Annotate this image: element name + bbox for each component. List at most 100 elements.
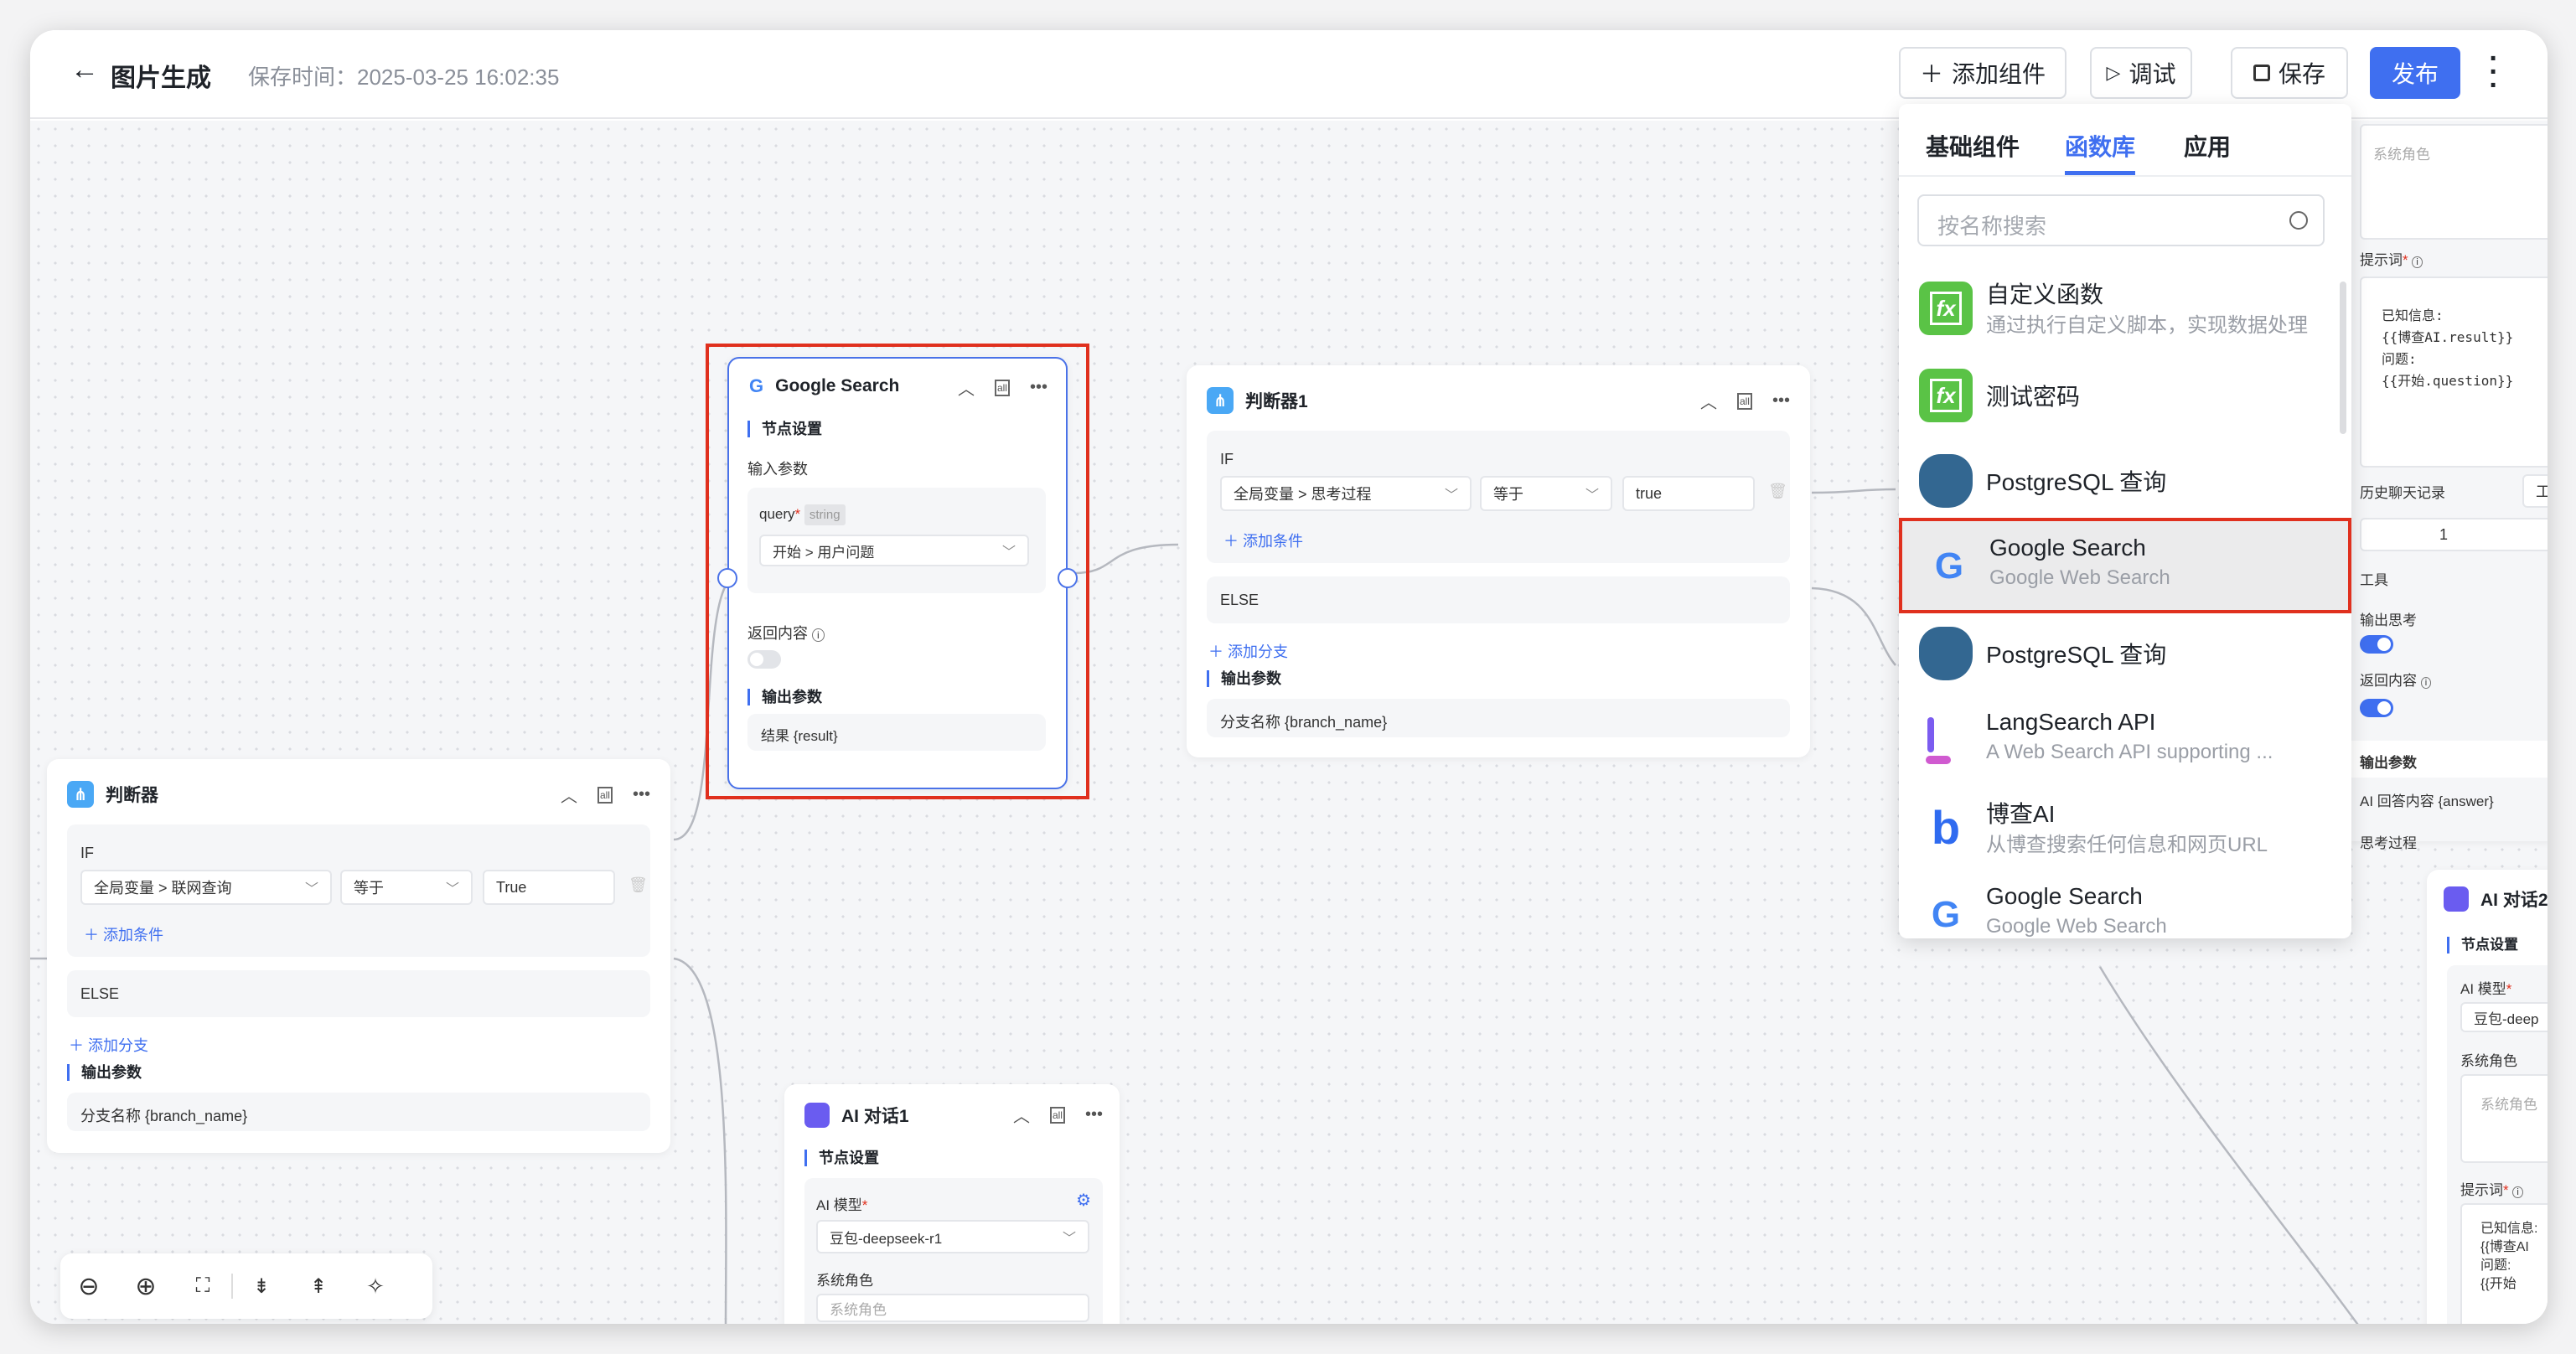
add-component-button[interactable]: ＋ 添加组件 [1899, 47, 2066, 99]
debug-button[interactable]: ▷ 调试 [2090, 47, 2192, 99]
operator-select[interactable]: 等于 ﹀ [340, 870, 473, 905]
output-handle[interactable] [1058, 568, 1078, 588]
prompt-input[interactable]: 已知信息: {{博查AI 问题: {{开始 [2460, 1203, 2548, 1324]
return-content-toggle[interactable] [2360, 699, 2393, 717]
google-search-node[interactable]: G Google Search ︿ all ••• 节点设置 输入参数 query* … [717, 357, 1078, 789]
list-item[interactable]: fx 自定义函数 通过执行自定义脚本，实现数据处理 [1899, 263, 2335, 350]
return-content-toggle[interactable] [747, 650, 781, 669]
history-mode-select[interactable]: 工 [2522, 474, 2548, 508]
if-label: IF [80, 845, 94, 861]
list-item[interactable]: G Google Search Google Web Search [1899, 870, 2335, 938]
system-role-input[interactable]: 系统角色 [2360, 124, 2548, 240]
robot-icon [804, 1103, 830, 1128]
zoom-out-icon[interactable]: ⊖ [78, 1272, 100, 1300]
list-item[interactable]: LangSearch API A Web Search API supportin… [1899, 695, 2335, 783]
chevron-down-icon: ﹀ [1001, 545, 1016, 560]
section-title: 节点设置 [747, 421, 822, 437]
node-title: 判断器 [106, 786, 158, 805]
system-role-input[interactable]: 系统角色 [816, 1294, 1089, 1322]
ai-chat1-node[interactable]: AI 对话1 ︿ all ••• 节点设置 AI 模型* ⚙ 豆包-deepseek… [784, 1084, 1120, 1324]
output-section-title: 输出参数 [1207, 670, 1281, 687]
fx-icon: fx [1919, 369, 1973, 422]
collapse-icon[interactable]: ︿ [1012, 1108, 1030, 1126]
system-role-placeholder: 系统角色 [830, 1301, 887, 1318]
value-input[interactable]: true [1622, 476, 1755, 511]
stats-icon[interactable]: all [1736, 392, 1752, 410]
more-icon[interactable]: ••• [632, 785, 650, 804]
delete-icon[interactable]: 🗑 [628, 876, 648, 893]
more-icon[interactable]: ••• [1772, 391, 1790, 410]
add-component-label: 添加组件 [1952, 61, 2046, 87]
value-input[interactable]: True [483, 870, 615, 905]
stats-icon[interactable]: all [1049, 1106, 1065, 1124]
collapse-icon[interactable]: ︿ [957, 380, 975, 399]
back-arrow-icon[interactable]: ← [70, 54, 99, 85]
list-item[interactable]: PostgreSQL 查询 [1899, 436, 2335, 523]
publish-button[interactable]: 发布 [2370, 47, 2460, 99]
input-handle[interactable] [717, 568, 737, 588]
chevron-down-icon: ﹀ [1444, 488, 1458, 503]
list-item[interactable]: b 博查AI 从博查搜索任何信息和网页URL [1899, 783, 2335, 870]
more-icon[interactable]: ••• [1084, 1105, 1103, 1124]
output-thinking: 思考过程 [2360, 835, 2417, 851]
operator-select[interactable]: 等于 ﹀ [1480, 476, 1612, 511]
collapse-icon[interactable]: ︿ [1699, 394, 1717, 412]
judge-node[interactable]: ⋔ 判断器 ︿ all ••• IF 全局变量 > 联网查询 ﹀ 等于 ﹀ True 🗑 … [47, 759, 670, 1153]
search-input[interactable]: 按名称搜索 [1917, 194, 2325, 246]
list-item-highlighted[interactable]: G Google Search Google Web Search [1899, 518, 2351, 613]
query-source-select[interactable]: 开始 > 用户问题 ﹀ [759, 535, 1029, 566]
google-icon: G [1934, 545, 1964, 587]
divider [1899, 175, 2351, 177]
output-value: 分支名称 {branch_name} [80, 1108, 248, 1124]
param-name: query* string [759, 504, 846, 525]
node-title: AI 对话1 [841, 1107, 909, 1126]
collapse-all-icon[interactable]: ⇟ [252, 1274, 271, 1298]
system-role-label: 系统角色 [2460, 1053, 2517, 1069]
save-label: 保存 [2278, 61, 2325, 87]
else-label: ELSE [80, 985, 120, 1002]
stats-icon[interactable]: all [994, 379, 1010, 396]
add-condition-link[interactable]: ＋ 添加条件 [84, 927, 164, 943]
function-list: fx 自定义函数 通过执行自定义脚本，实现数据处理 fx 测试密码 PostgreSQ… [1899, 263, 2351, 938]
zoom-in-icon[interactable]: ⊕ [135, 1272, 157, 1300]
add-branch-link[interactable]: ＋ 添加分支 [69, 1037, 149, 1054]
output-section: 输出参数 [2350, 741, 2548, 778]
history-count-input[interactable]: 1 [2360, 518, 2548, 551]
model-select[interactable]: 豆包-deep [2460, 1002, 2548, 1032]
else-label: ELSE [1220, 592, 1260, 608]
list-item[interactable]: fx 测试密码 [1899, 350, 2335, 437]
beautify-icon[interactable]: ✧ [366, 1273, 385, 1299]
node-title: AI 对话2 [2480, 891, 2548, 910]
save-button[interactable]: 保存 [2231, 47, 2348, 99]
ai-chat2-node[interactable]: AI 对话2 节点设置 AI 模型* 豆包-deep 系统角色 系统角色 提示词… [2427, 870, 2548, 1324]
more-icon[interactable]: ••• [1029, 378, 1047, 396]
ai-chat-node-partial[interactable]: 系统角色 提示词* i 已知信息: {{博查AI.result}} 问题: {{开始.… [2350, 121, 2548, 851]
variable-select[interactable]: 全局变量 > 思考过程 ﹀ [1220, 476, 1472, 511]
more-vertical-icon[interactable]: · · · [2489, 43, 2499, 101]
add-condition-link[interactable]: ＋ 添加条件 [1223, 533, 1304, 550]
node-title: 判断器1 [1245, 392, 1308, 411]
collapse-icon[interactable]: ︿ [560, 788, 577, 806]
add-branch-link[interactable]: ＋ 添加分支 [1208, 643, 1289, 660]
model-label: AI 模型* [816, 1197, 868, 1213]
list-item[interactable]: PostgreSQL 查询 [1899, 608, 2335, 695]
output-thinking-toggle[interactable] [2360, 635, 2393, 654]
tab-basic[interactable]: 基础组件 [1926, 134, 2020, 160]
variable-select[interactable]: 全局变量 > 联网查询 ﹀ [80, 870, 332, 905]
history-label: 历史聊天记录 [2360, 485, 2445, 501]
model-select[interactable]: 豆包-deepseek-r1 ﹀ [816, 1220, 1089, 1253]
stats-icon[interactable]: all [597, 786, 613, 804]
output-value: 分支名称 {branch_name} [1220, 714, 1388, 731]
chevron-down-icon: ﹀ [304, 882, 318, 897]
settings-icon[interactable]: ⚙ [1076, 1191, 1091, 1210]
system-role-input[interactable]: 系统角色 [2460, 1074, 2548, 1163]
judge1-node[interactable]: ⋔ 判断器1 ︿ all ••• IF 全局变量 > 思考过程 ﹀ 等于 ﹀ true 🗑… [1187, 365, 1810, 757]
delete-icon[interactable]: 🗑 [1768, 483, 1787, 499]
tab-apps[interactable]: 应用 [2184, 134, 2232, 160]
tab-functions[interactable]: 函数库 [2065, 134, 2136, 160]
scrollbar[interactable] [2340, 282, 2346, 434]
edge [1811, 488, 1896, 494]
prompt-input[interactable]: 已知信息: {{博查AI.result}} 问题: {{开始.question}} [2360, 276, 2548, 468]
expand-all-icon[interactable]: ⇞ [309, 1274, 328, 1298]
fit-view-icon[interactable]: ⛶ [195, 1274, 210, 1297]
